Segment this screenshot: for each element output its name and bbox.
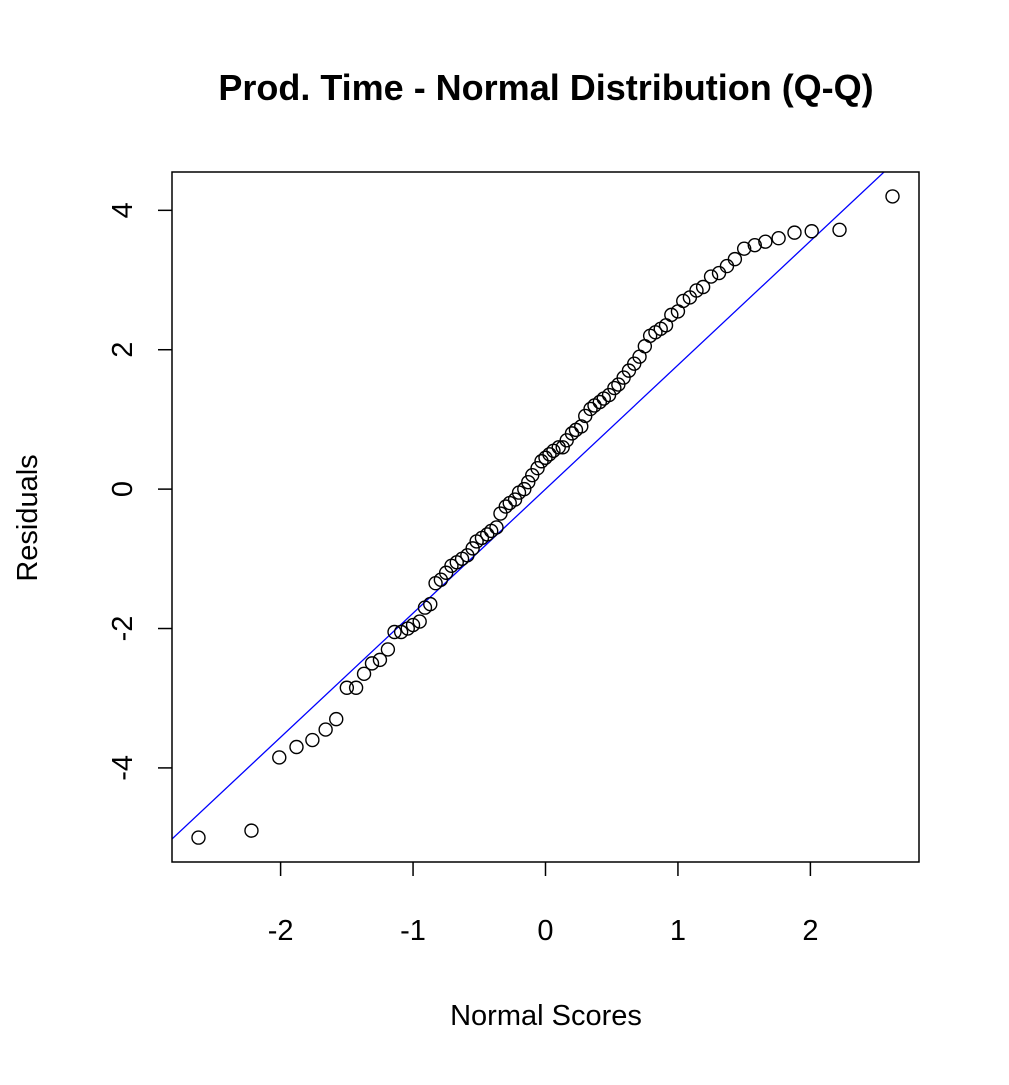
x-tick-label: 0 xyxy=(537,915,553,947)
data-point xyxy=(521,474,536,490)
y-axis-ticks: -4 -2 0 2 4 xyxy=(107,202,172,781)
data-point xyxy=(465,541,480,556)
data-point xyxy=(489,520,504,535)
data-point xyxy=(498,499,513,514)
data-point xyxy=(703,269,719,284)
x-tick-label: 2 xyxy=(802,915,818,947)
data-point xyxy=(676,293,691,309)
plot-frame xyxy=(171,171,920,863)
points-layer xyxy=(191,189,900,845)
y-tick-label: 4 xyxy=(107,202,139,218)
chart-title: Prod. Time - Normal Distribution (Q-Q) xyxy=(218,67,873,108)
data-point xyxy=(339,680,355,695)
data-point xyxy=(736,241,752,256)
data-point xyxy=(405,617,421,633)
data-point xyxy=(574,419,589,434)
data-point xyxy=(689,283,704,298)
data-point xyxy=(423,596,438,612)
data-point xyxy=(480,527,495,542)
data-point xyxy=(318,722,333,737)
data-point xyxy=(517,481,532,497)
data-point xyxy=(244,823,259,838)
data-point xyxy=(380,642,396,657)
data-point xyxy=(695,279,711,295)
data-point xyxy=(372,652,388,668)
y-tick-label: 0 xyxy=(107,481,139,497)
data-point xyxy=(289,739,304,755)
x-tick-label: -1 xyxy=(400,915,426,947)
data-point xyxy=(538,450,553,465)
x-tick-label: 1 xyxy=(670,915,686,947)
data-point xyxy=(412,614,427,629)
data-point xyxy=(607,380,622,396)
data-point xyxy=(272,750,287,765)
data-point xyxy=(727,251,743,267)
y-tick-label: -2 xyxy=(107,616,139,642)
data-point xyxy=(885,189,900,204)
x-axis-ticks: -2 -1 0 1 2 xyxy=(268,862,818,947)
data-point xyxy=(758,234,773,249)
data-point xyxy=(356,666,372,682)
data-point xyxy=(348,680,364,695)
data-point xyxy=(393,624,409,640)
data-point xyxy=(542,447,557,462)
data-point xyxy=(564,426,580,441)
y-tick-label: 2 xyxy=(107,342,139,358)
y-tick-label: -4 xyxy=(107,755,139,781)
data-point xyxy=(832,222,847,238)
x-tick-label: -2 xyxy=(268,915,294,947)
data-point xyxy=(583,401,598,417)
data-point xyxy=(555,440,570,455)
data-point xyxy=(507,492,523,507)
data-point xyxy=(787,225,802,240)
data-point xyxy=(592,394,608,410)
data-point xyxy=(771,231,786,246)
x-axis-label: Normal Scores xyxy=(450,1000,642,1032)
y-axis-label: Residuals xyxy=(12,454,44,581)
data-point xyxy=(804,224,819,239)
data-point xyxy=(364,656,380,671)
reference-line xyxy=(172,172,886,840)
data-point xyxy=(719,258,735,274)
data-point xyxy=(387,624,402,640)
data-point xyxy=(711,265,727,281)
data-point xyxy=(305,732,320,748)
data-point xyxy=(530,461,545,476)
data-point xyxy=(191,830,206,845)
data-point xyxy=(747,237,762,253)
data-point xyxy=(664,307,679,323)
data-point xyxy=(329,711,344,727)
